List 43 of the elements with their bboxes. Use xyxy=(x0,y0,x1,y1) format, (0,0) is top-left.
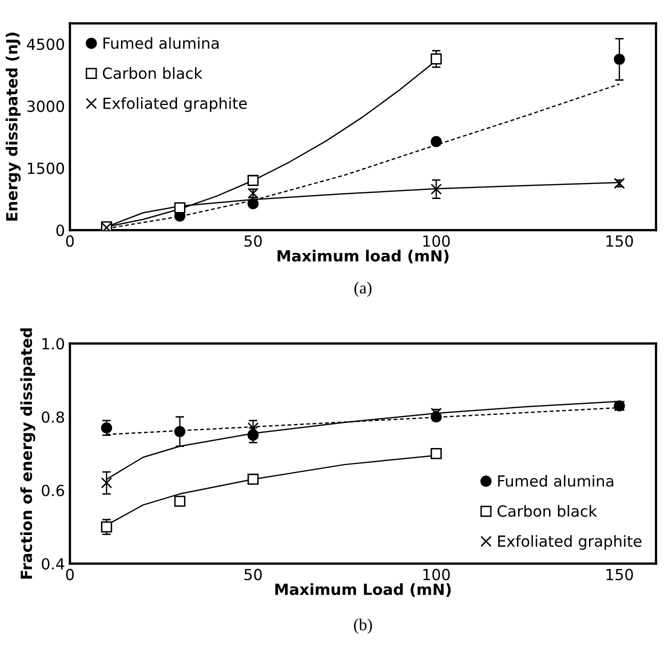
point xyxy=(174,426,186,438)
x-tick-label: 50 xyxy=(244,568,262,580)
point xyxy=(430,136,442,148)
point xyxy=(174,202,186,214)
point xyxy=(248,474,259,485)
x-tick-label: 100 xyxy=(423,235,450,247)
text: (a) xyxy=(354,282,372,297)
x-tick-label: 100 xyxy=(423,568,450,580)
x-tick-label: 0 xyxy=(66,235,74,247)
legend-label: Fumed alumina xyxy=(104,37,219,49)
x-axis-title: Maximum Load (mN) xyxy=(275,583,451,597)
x-tick-label: 50 xyxy=(244,235,262,247)
y-tick-label: 3000 xyxy=(27,100,64,112)
y-tick-label: 0.4 xyxy=(42,558,64,570)
y-tick-label: 0.8 xyxy=(42,411,64,423)
y-tick-label: 0.6 xyxy=(42,484,64,496)
legend-label: Exfoliated graphite xyxy=(104,97,247,112)
y-tick-label: 4500 xyxy=(26,38,64,50)
point xyxy=(101,477,112,488)
x-tick-label: 0 xyxy=(66,568,74,580)
point xyxy=(430,448,442,460)
text: (b) xyxy=(354,618,372,634)
point xyxy=(174,496,186,507)
y-axis-title: Fraction of energy dissipated xyxy=(20,328,36,579)
x-axis-title: Maximum load (mN) xyxy=(278,250,448,264)
legend-label: Carbon black xyxy=(498,505,598,517)
point xyxy=(614,54,625,65)
legend-label: Exfoliated graphite xyxy=(498,535,642,550)
legend-label: Carbon black xyxy=(102,67,202,79)
y-tick-label: 1500 xyxy=(28,162,64,174)
x-tick-label: 150 xyxy=(606,568,633,580)
point xyxy=(248,430,259,441)
point xyxy=(430,53,442,64)
y-tick-label: 0 xyxy=(56,224,64,236)
y-axis-title: Energy dissipated (nJ) xyxy=(6,32,21,221)
point xyxy=(248,174,259,186)
legend-label: Fumed alumina xyxy=(498,474,614,487)
point xyxy=(101,422,112,434)
point xyxy=(430,184,442,195)
y-tick-label: 1.0 xyxy=(42,338,64,350)
point xyxy=(101,521,112,532)
x-tick-label: 150 xyxy=(606,235,633,247)
point xyxy=(248,422,259,434)
